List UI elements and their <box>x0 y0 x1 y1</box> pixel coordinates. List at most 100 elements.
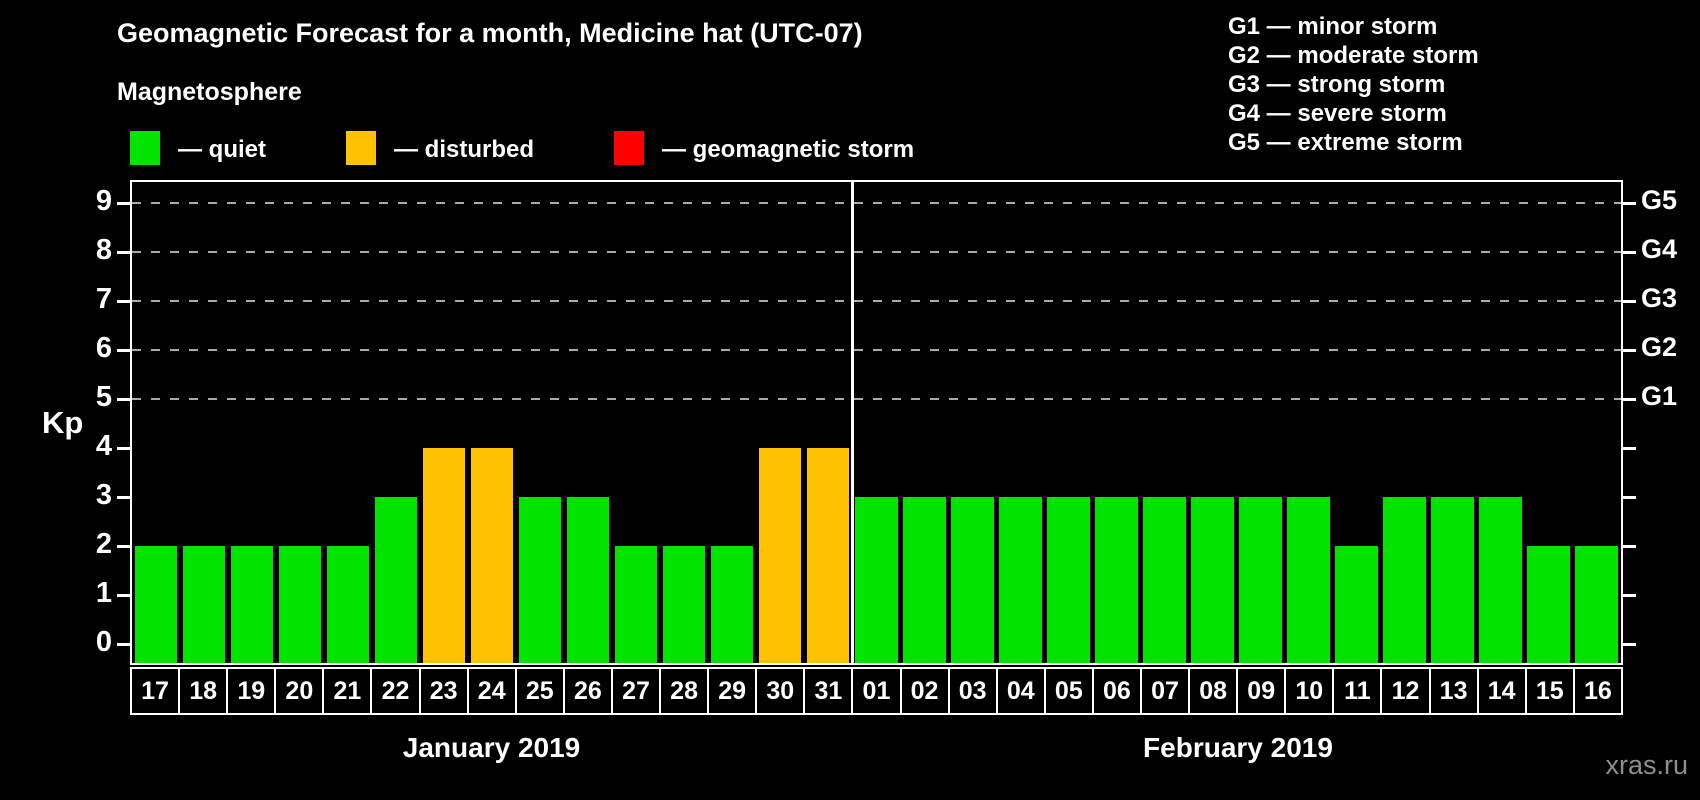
month-label-february: February 2019 <box>1143 732 1333 763</box>
day-cell-24: 24 <box>466 667 517 715</box>
y-tick-label-1: 1 <box>95 577 112 609</box>
gridline-kp9 <box>132 202 1621 204</box>
y-tick-label-8: 8 <box>95 234 112 266</box>
y-tick-right-4 <box>1623 447 1636 450</box>
bar-day-08 <box>1191 497 1234 663</box>
bar-day-27 <box>614 546 658 663</box>
bar-day-19 <box>230 546 274 663</box>
bar-day-01 <box>854 497 898 663</box>
day-cell-16: 16 <box>1572 667 1623 715</box>
month-label-january: January 2019 <box>402 732 581 763</box>
bar-day-17 <box>134 546 178 663</box>
day-cell-17: 17 <box>130 667 181 715</box>
g-axis-label-g3: G3 <box>1641 283 1678 313</box>
day-cell-14: 14 <box>1476 667 1527 715</box>
y-tick-right-6 <box>1623 349 1636 352</box>
bar-day-24 <box>470 448 514 663</box>
bar-day-18 <box>182 546 226 663</box>
y-tick-left-7 <box>117 300 130 303</box>
day-cell-01: 01 <box>851 667 902 715</box>
y-tick-label-9: 9 <box>95 185 112 217</box>
bar-day-02 <box>903 497 946 663</box>
bar-day-23 <box>422 448 466 663</box>
legend-swatch-quiet <box>130 131 160 165</box>
day-cell-11: 11 <box>1332 667 1383 715</box>
watermark: xras.ru <box>1605 750 1688 780</box>
gridline-kp8 <box>132 251 1621 253</box>
day-cell-07: 07 <box>1139 667 1191 715</box>
plot-area: 0 1 2 3 4 5 6 7 8 9 G1 G2 G3 G4 G5 <box>96 180 1677 665</box>
month-divider <box>850 182 854 663</box>
day-cell-28: 28 <box>659 667 710 715</box>
bar-day-16 <box>1575 546 1618 663</box>
day-cell-25: 25 <box>514 667 565 715</box>
g-axis-label-g1: G1 <box>1641 381 1678 411</box>
y-tick-left-2 <box>117 545 130 548</box>
bar-day-29 <box>710 546 754 663</box>
day-label-row: 17 18 19 20 21 22 23 24 25 26 27 28 29 30 31 01 02 03 04 05… <box>130 667 1623 715</box>
day-cell-26: 26 <box>562 667 613 715</box>
bar-day-11 <box>1335 546 1378 663</box>
bar-day-28 <box>662 546 706 663</box>
bar-day-07 <box>1143 497 1186 663</box>
gridline-kp6 <box>132 349 1621 351</box>
bar-day-04 <box>999 497 1042 663</box>
y-tick-left-3 <box>117 496 130 499</box>
storm-scale-line-g3: G3 — strong storm <box>1228 71 1446 98</box>
gridline-kp7 <box>132 300 1621 302</box>
y-tick-label-5: 5 <box>95 381 112 413</box>
legend-label-disturbed: — disturbed <box>394 136 535 163</box>
storm-scale-legend: G1 — minor storm G2 — moderate storm G3 — … <box>1228 12 1479 157</box>
legend-label-storm: — geomagnetic storm <box>662 136 915 163</box>
bar-day-03 <box>951 497 994 663</box>
bar-day-10 <box>1287 497 1330 663</box>
day-cell-02: 02 <box>899 667 950 715</box>
day-cell-13: 13 <box>1428 667 1479 715</box>
storm-scale-line-g1: G1 — minor storm <box>1228 13 1438 40</box>
y-tick-left-1 <box>117 594 130 597</box>
storm-scale-line-g2: G2 — moderate storm <box>1228 42 1479 69</box>
bar-day-14 <box>1479 497 1522 663</box>
g-axis-label-g2: G2 <box>1641 332 1678 362</box>
legend-swatch-storm <box>614 131 644 165</box>
y-tick-label-3: 3 <box>95 479 112 511</box>
day-cell-15: 15 <box>1524 667 1575 715</box>
bar-day-25 <box>518 497 562 663</box>
y-tick-left-6 <box>117 349 130 352</box>
y-tick-label-0: 0 <box>95 626 112 658</box>
bar-day-05 <box>1047 497 1090 663</box>
g-axis-label-g5: G5 <box>1641 185 1678 215</box>
day-cell-30: 30 <box>755 667 806 715</box>
day-cell-08: 08 <box>1188 667 1239 715</box>
day-cell-20: 20 <box>274 667 325 715</box>
day-cell-05: 05 <box>1043 667 1094 715</box>
y-tick-right-5 <box>1623 398 1636 401</box>
legend-label-quiet: — quiet <box>178 136 266 163</box>
day-cell-03: 03 <box>947 667 998 715</box>
bar-day-30 <box>758 448 802 663</box>
bar-day-09 <box>1239 497 1282 663</box>
day-cell-09: 09 <box>1236 667 1287 715</box>
y-tick-right-7 <box>1623 300 1636 303</box>
day-cell-10: 10 <box>1284 667 1335 715</box>
legend-swatch-disturbed <box>346 131 376 165</box>
day-cell-29: 29 <box>707 667 758 715</box>
y-tick-right-0 <box>1623 643 1636 646</box>
day-cell-23: 23 <box>418 667 469 715</box>
day-cell-27: 27 <box>610 667 662 715</box>
storm-scale-line-g5: G5 — extreme storm <box>1228 129 1463 156</box>
day-cell-31: 31 <box>803 667 854 715</box>
day-cell-21: 21 <box>322 667 373 715</box>
storm-scale-line-g4: G4 — severe storm <box>1228 100 1447 127</box>
bar-day-15 <box>1527 546 1570 663</box>
day-cell-04: 04 <box>995 667 1046 715</box>
y-tick-right-9 <box>1623 202 1636 205</box>
bar-day-31 <box>806 448 850 663</box>
bar-day-12 <box>1383 497 1426 663</box>
y-tick-label-6: 6 <box>95 332 112 364</box>
y-tick-right-1 <box>1623 594 1636 597</box>
y-tick-right-8 <box>1623 251 1636 254</box>
y-tick-label-2: 2 <box>95 528 112 560</box>
bar-day-26 <box>566 497 610 663</box>
day-cell-18: 18 <box>178 667 229 715</box>
